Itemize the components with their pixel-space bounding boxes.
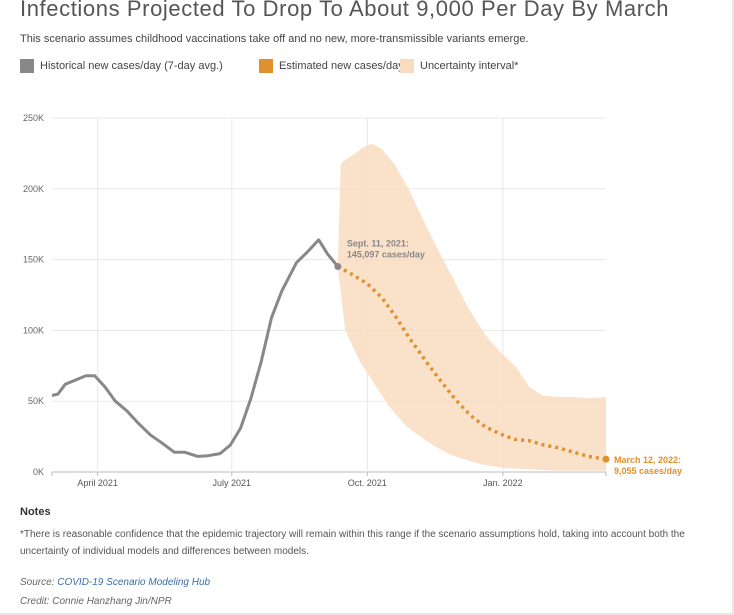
chart-title: Infections Projected To Drop To About 9,… — [20, 0, 670, 21]
legend-label-historical: Historical new cases/day (7-day avg.) — [40, 60, 223, 72]
chart-plot: 0K 50K 100K 150K 200K 250K April 2021 July 2021… — [23, 113, 682, 488]
annotation-marker-1 — [602, 455, 610, 463]
x-tick-label-2: Oct. 2021 — [348, 478, 387, 488]
chart-subtitle: This scenario assumes childhood vaccinat… — [20, 33, 529, 45]
legend-swatch-estimated — [259, 59, 273, 73]
x-tick-label-0: April 2021 — [77, 478, 118, 488]
x-tick-label-1: July 2021 — [212, 478, 251, 488]
notes-text: *There is reasonable confidence that the… — [20, 529, 685, 557]
uncertainty-band — [337, 143, 606, 471]
annotation-0-line-1: 145,097 cases/day — [347, 250, 425, 260]
source-line: Source: COVID-19 Scenario Modeling Hub — [20, 577, 210, 588]
annotation-0-line-0: Sept. 11, 2021: — [347, 239, 409, 249]
credit-line: Credit: Connie Hanzhang Jin/NPR — [20, 596, 172, 607]
source-link[interactable]: COVID-19 Scenario Modeling Hub — [57, 577, 211, 588]
annotation-marker-0 — [334, 263, 342, 271]
annotation-1-line-0: March 12, 2022: — [614, 455, 681, 465]
right-border — [732, 0, 734, 615]
y-tick-label-1: 50K — [28, 396, 44, 406]
legend-label-estimated: Estimated new cases/day — [279, 60, 404, 72]
bottom-border — [0, 613, 734, 615]
notes-heading: Notes — [20, 506, 51, 518]
legend-swatch-uncertainty — [400, 59, 414, 73]
y-tick-label-0: 0K — [33, 467, 44, 477]
y-tick-label-2: 100K — [23, 325, 44, 335]
source-prefix: Source: — [20, 577, 58, 588]
y-tick-label-3: 150K — [23, 255, 44, 265]
y-tick-label-5: 250K — [23, 113, 44, 123]
legend-label-uncertainty: Uncertainty interval* — [420, 60, 519, 72]
y-tick-label-4: 200K — [23, 184, 44, 194]
annotation-1-line-1: 9,055 cases/day — [614, 466, 682, 476]
historical-cases-line — [51, 238, 339, 458]
x-tick-label-3: Jan. 2022 — [483, 478, 523, 488]
legend-swatch-historical — [20, 59, 34, 73]
